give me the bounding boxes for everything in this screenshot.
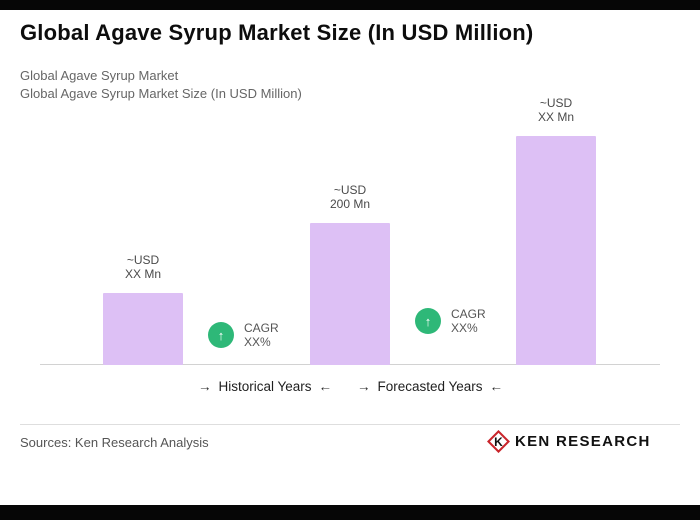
cagr-text: CAGR XX% [244,321,279,349]
bottom-accent-bar [0,505,700,520]
bar-forecast [516,136,596,365]
period-text: Historical Years [218,379,312,394]
bar-value-line2: XX Mn [124,267,161,281]
logo-letter: K [494,435,503,449]
cagr-label: CAGR [244,321,279,335]
bar-value-line2: 200 Mn [329,197,371,211]
ken-research-diamond-icon: K [487,430,510,453]
bar-historical [103,293,183,365]
growth-up-arrow-icon: ↑ [208,322,234,348]
cagr-text: CAGR XX% [451,307,486,335]
sources-note: Sources: Ken Research Analysis [20,435,209,450]
period-text: Forecasted Years [377,379,483,394]
axis-label-historical-years: → Historical Years ← [180,379,350,394]
footer-divider [20,424,680,425]
logo-wordmark: KEN RESEARCH [515,433,651,450]
subtitle-line-2: Global Agave Syrup Market Size (In USD M… [20,86,302,101]
bar-value-label: ~USD XX Mn [125,253,161,281]
cagr-value: XX% [451,321,478,335]
subtitle-line-1: Global Agave Syrup Market [20,68,179,83]
bar-value-line1: ~USD [126,253,160,267]
bar-group-historical: ~USD XX Mn [103,253,183,365]
axis-label-forecasted-years: → Forecasted Years ← [345,379,515,394]
bar-value-label: ~USD 200 Mn [330,183,370,211]
right-arrow-icon: → [356,379,371,394]
bar-base-year [310,223,390,365]
cagr-badge-forecast: ↑ CAGR XX% [415,307,486,335]
left-arrow-icon: ← [489,379,504,394]
bar-value-line1: ~USD [539,96,573,110]
bar-group-base-year: ~USD 200 Mn [310,183,390,365]
cagr-badge-historical: ↑ CAGR XX% [208,321,279,349]
page-title: Global Agave Syrup Market Size (In USD M… [20,20,534,45]
growth-up-arrow-icon: ↑ [415,308,441,334]
bar-group-forecast: ~USD XX Mn [516,96,596,365]
left-arrow-icon: ← [318,379,333,394]
top-accent-bar [0,0,700,10]
up-arrow-glyph: ↑ [217,327,225,343]
ken-research-logo: K KEN RESEARCH [487,430,651,453]
right-arrow-icon: → [197,379,212,394]
up-arrow-glyph: ↑ [424,313,432,329]
bar-value-label: ~USD XX Mn [538,96,574,124]
cagr-value: XX% [244,335,271,349]
cagr-label: CAGR [451,307,486,321]
bar-value-line2: XX Mn [537,110,574,124]
bar-value-line1: ~USD [333,183,367,197]
